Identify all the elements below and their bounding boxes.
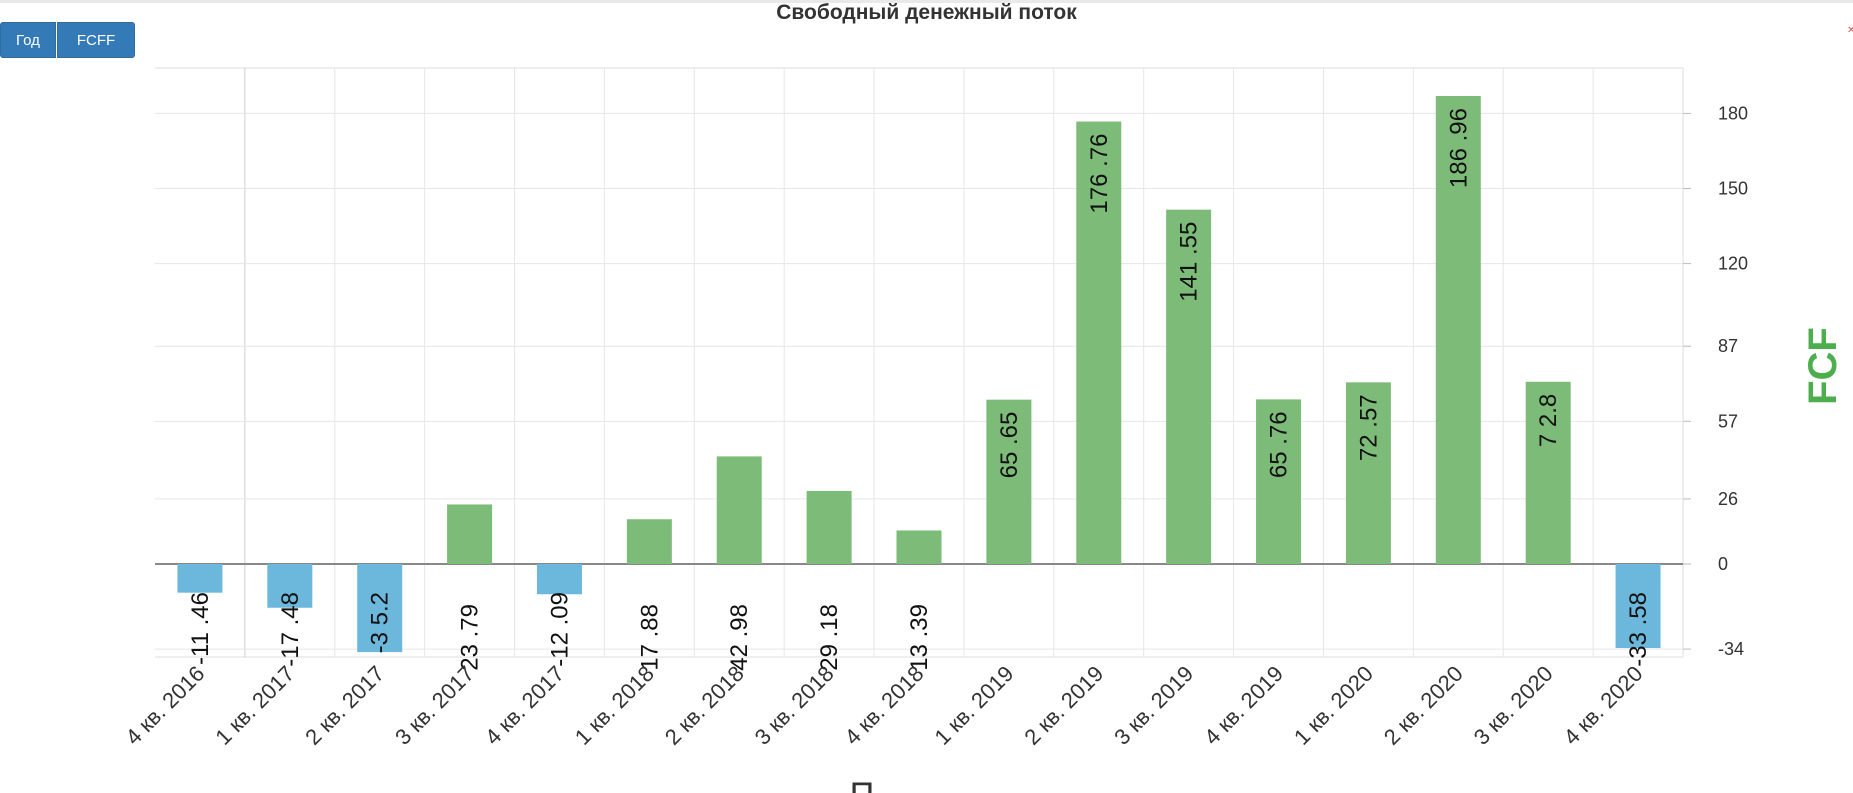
data-label: 72 .57	[1355, 394, 1382, 461]
data-label: 186 .96	[1445, 108, 1472, 188]
bar	[267, 564, 313, 608]
close-icon[interactable]: ✕	[1847, 25, 1853, 36]
x-tick-label: 3 кв. 2017	[390, 661, 479, 750]
bar	[1345, 382, 1391, 564]
data-label: 141 .55	[1176, 222, 1203, 302]
x-tick-label: 1 кв. 2017	[210, 661, 299, 750]
x-tick-label: 4 кв. 2019	[1199, 661, 1288, 750]
data-label: 29 .18	[816, 604, 843, 671]
data-label: 23 .79	[457, 604, 484, 671]
top-border	[0, 0, 1853, 3]
x-tick-label: 1 кв. 2020	[1289, 661, 1378, 750]
year-button[interactable]: Год	[0, 22, 56, 58]
x-axis-title-partial: П	[850, 776, 874, 793]
bars	[177, 96, 1661, 653]
y-tick-label: 150	[1718, 179, 1748, 199]
bar	[1256, 399, 1302, 564]
grid-lines	[155, 67, 1691, 658]
y-axis-labels: -34 0 26 57 87 120 150 180	[1718, 103, 1748, 659]
x-tick-label: 2 кв. 2019	[1019, 661, 1108, 750]
data-label: 13 .39	[906, 604, 933, 671]
bar	[626, 519, 672, 564]
data-labels: -11 .46 -17 .48 -3 5.2 23 .79 -12 .09 17 .88 4…	[187, 108, 1652, 671]
x-tick-label: 4 кв. 2016	[121, 661, 210, 750]
data-label: -33 .58	[1625, 592, 1652, 667]
data-label: 17 .88	[636, 604, 663, 671]
x-tick-label: 3 кв. 2020	[1469, 661, 1558, 750]
data-label: -3 5.2	[367, 592, 394, 653]
data-label: 7 2.8	[1535, 394, 1562, 447]
data-label: 65 .65	[996, 412, 1023, 479]
bar	[1615, 564, 1661, 649]
y-tick-label: -34	[1718, 639, 1744, 659]
bar	[1435, 96, 1481, 564]
x-tick-label: 1 кв. 2018	[570, 661, 659, 750]
x-tick-label: 3 кв. 2019	[1109, 661, 1198, 750]
y-tick-label: 0	[1718, 554, 1728, 574]
bar	[896, 530, 942, 564]
data-label: -11 .46	[187, 592, 214, 665]
bar	[716, 456, 762, 564]
x-tick-label: 4 кв. 2017	[480, 661, 569, 750]
y-tick-label: 26	[1718, 489, 1738, 509]
bar	[806, 490, 852, 564]
data-label: -12 .09	[546, 592, 573, 667]
data-label: 176 .76	[1086, 134, 1113, 214]
y-tick-label: 120	[1718, 254, 1748, 274]
bar	[1166, 209, 1212, 565]
toolbar: Год FCFF	[0, 22, 135, 58]
x-tick-label: 1 кв. 2019	[929, 661, 1018, 750]
y-tick-label: 57	[1718, 411, 1738, 431]
x-tick-label: 2 кв. 2017	[300, 661, 389, 750]
x-tick-label: 2 кв. 2018	[660, 661, 749, 750]
y-tick-label: 180	[1718, 103, 1748, 123]
bar	[536, 564, 582, 595]
bar	[986, 399, 1032, 564]
x-tick-label: 4 кв. 2020	[1559, 661, 1648, 750]
x-tick-label: 2 кв. 2020	[1379, 661, 1468, 750]
bar	[1076, 121, 1122, 564]
bar	[177, 564, 223, 593]
data-label: 42 .98	[726, 604, 753, 671]
x-axis-labels: 4 кв. 2016 1 кв. 2017 2 кв. 2017 3 кв. 2017…	[121, 661, 1648, 750]
x-tick-label: 4 кв. 2018	[840, 661, 929, 750]
x-tick-label: 3 кв. 2018	[750, 661, 839, 750]
bar	[447, 504, 493, 564]
y-tick-label: 87	[1718, 336, 1738, 356]
bar	[1525, 381, 1571, 564]
fcff-button[interactable]: FCFF	[57, 22, 135, 58]
chart-title: Свободный денежный поток	[776, 1, 1077, 24]
y-axis-title: FCF	[1801, 327, 1845, 405]
data-label: -17 .48	[277, 592, 304, 667]
bar	[357, 564, 403, 653]
data-label: 65 .76	[1266, 411, 1293, 478]
